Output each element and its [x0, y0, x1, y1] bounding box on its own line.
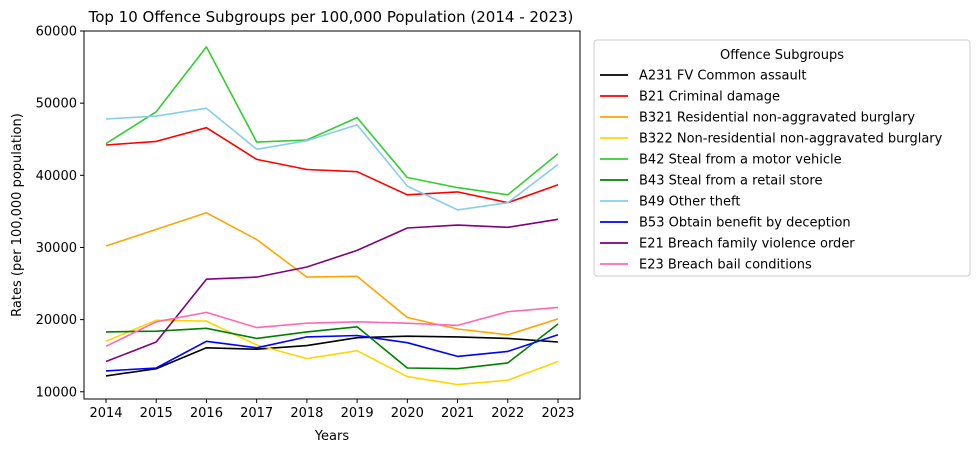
y-tick-label: 50000 — [36, 97, 77, 112]
plot-area: 2014 2015 2016 2017 2018 2019 2020 2021 2022 2023… — [36, 25, 581, 421]
series-line-5 — [105, 323, 559, 370]
y-tick-label: 20000 — [36, 313, 77, 328]
x-tick-label: 2019 — [341, 406, 374, 421]
legend-label: B53 Obtain benefit by deception — [639, 216, 851, 231]
series-line-3 — [105, 319, 559, 386]
legend-label: E23 Breach bail conditions — [639, 258, 812, 273]
legend: Offence Subgroups A231 FV Common assault… — [593, 39, 971, 277]
y-tick-label: 40000 — [36, 169, 77, 184]
series-line-8 — [105, 218, 559, 363]
legend-label: B321 Residential non-aggravated burglary — [639, 111, 915, 126]
y-axis: 10000 20000 30000 40000 50000 60000 — [36, 25, 84, 400]
series-line-2 — [105, 212, 559, 336]
x-tick-label: 2020 — [391, 406, 424, 421]
x-tick-label: 2015 — [140, 406, 173, 421]
chart-title: Top 10 Offence Subgroups per 100,000 Pop… — [88, 8, 574, 26]
legend-label: B49 Other theft — [639, 195, 740, 210]
legend-label: A231 FV Common assault — [639, 69, 806, 84]
series-line-9 — [105, 306, 559, 348]
series-line-7 — [105, 334, 559, 372]
series-lines — [105, 46, 559, 386]
x-tick-label: 2017 — [240, 406, 273, 421]
legend-frame — [593, 39, 971, 277]
legend-label: E21 Breach family violence order — [639, 237, 855, 252]
plot-frame — [83, 30, 581, 400]
x-tick-label: 2021 — [441, 406, 474, 421]
legend-label: B43 Steal from a retail store — [639, 174, 823, 189]
x-tick-label: 2022 — [491, 406, 524, 421]
y-tick-label: 10000 — [36, 385, 77, 400]
series-line-4 — [105, 46, 559, 196]
series-line-1 — [105, 126, 559, 204]
x-tick-label: 2023 — [541, 406, 574, 421]
legend-label: B322 Non-residential non-aggravated burg… — [639, 132, 943, 147]
legend-title: Offence Subgroups — [720, 48, 844, 63]
y-tick-label: 60000 — [36, 25, 77, 40]
x-tick-label: 2016 — [190, 406, 223, 421]
x-tick-label: 2014 — [89, 406, 122, 421]
y-axis-label: Rates (per 100,000 population) — [10, 113, 25, 317]
legend-label: B42 Steal from a motor vehicle — [639, 153, 842, 168]
y-tick-label: 30000 — [36, 241, 77, 256]
x-axis-label: Years — [314, 429, 350, 444]
series-line-0 — [105, 335, 559, 377]
series-line-6 — [105, 107, 559, 211]
x-tick-label: 2018 — [290, 406, 323, 421]
x-axis: 2014 2015 2016 2017 2018 2019 2020 2021 2022 2023 — [89, 399, 575, 421]
legend-label: B21 Criminal damage — [639, 90, 780, 105]
